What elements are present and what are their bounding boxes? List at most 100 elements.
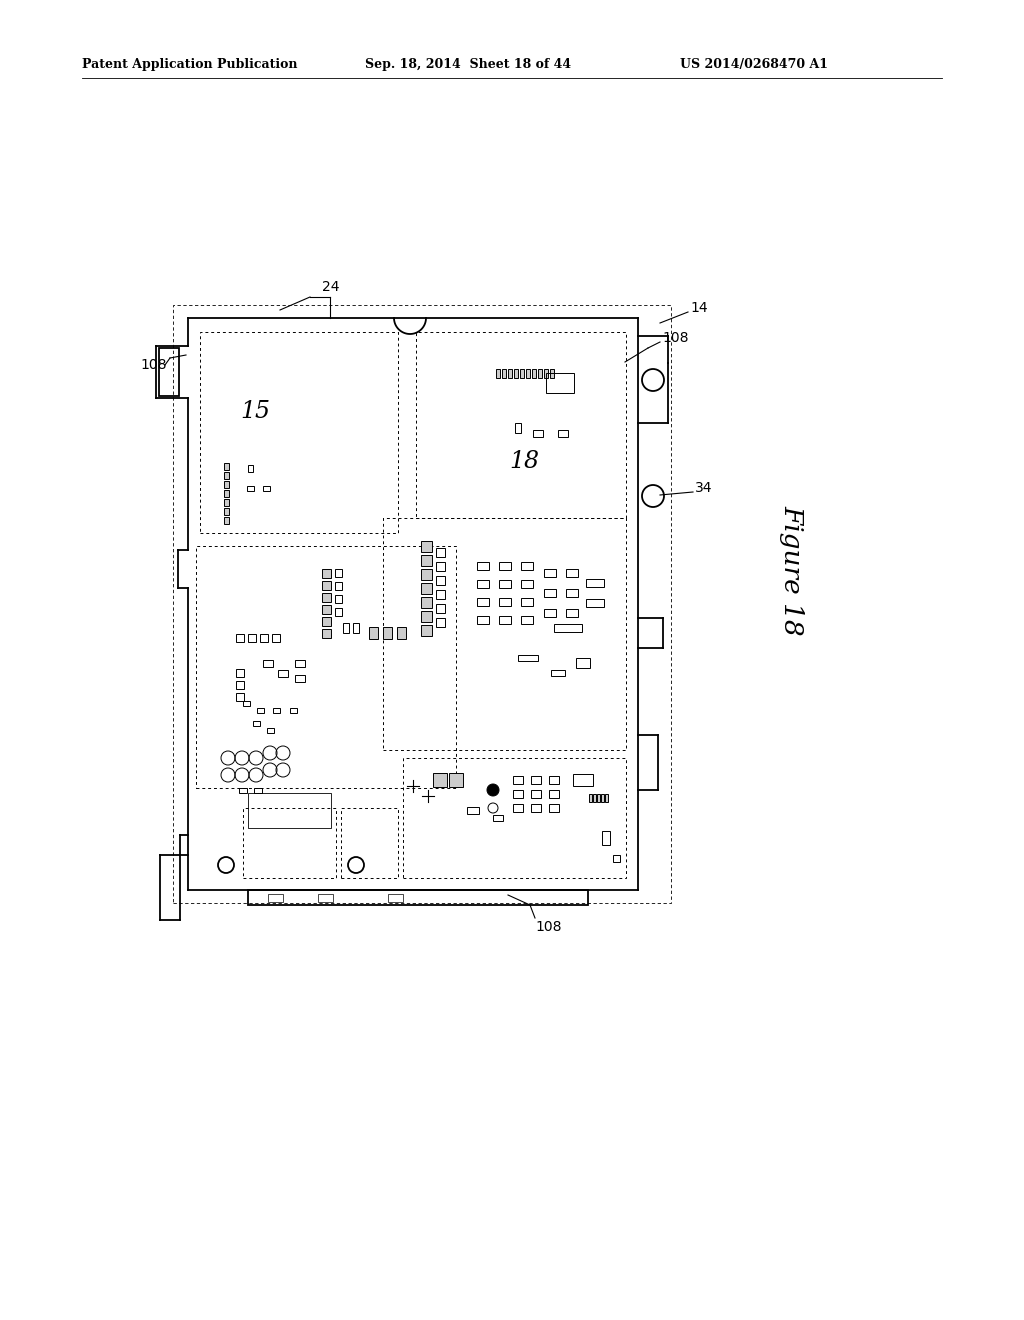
Bar [266,727,273,733]
Bar [435,561,444,570]
Bar [335,569,341,577]
Bar [493,814,503,821]
Bar [502,368,506,378]
Bar [604,795,607,803]
Bar [254,788,262,792]
Bar [223,507,228,515]
Bar [318,894,333,902]
Bar [518,655,538,661]
Bar [223,471,228,479]
Text: 24: 24 [322,280,340,294]
Bar [550,368,554,378]
Text: 18: 18 [509,450,539,474]
Bar [532,368,536,378]
Text: 34: 34 [695,480,713,495]
Bar [593,795,596,803]
Bar [586,599,604,607]
Bar [449,774,463,787]
Bar [200,333,398,533]
Text: 108: 108 [662,331,688,345]
Bar [421,597,431,607]
Bar [499,579,511,587]
Bar [534,429,543,437]
Bar [322,616,331,626]
Bar [531,804,541,812]
Bar [531,776,541,784]
Bar [260,634,268,642]
Bar [421,610,431,622]
Bar [248,465,253,471]
Bar [272,634,280,642]
Bar [526,368,530,378]
Bar [341,808,398,878]
Bar [278,669,288,676]
Text: 108: 108 [140,358,167,372]
Bar [477,579,489,587]
Bar [322,581,331,590]
Bar [514,368,518,378]
Bar [353,623,359,634]
Bar [322,569,331,578]
Bar [477,598,489,606]
Bar [554,624,582,632]
Bar [236,669,244,677]
Bar [597,795,599,803]
Bar [383,627,391,639]
Text: US 2014/0268470 A1: US 2014/0268470 A1 [680,58,828,71]
Bar [435,548,444,557]
Bar [435,590,444,598]
Bar [549,789,559,799]
Bar [383,517,626,750]
Bar [196,546,456,788]
Text: Sep. 18, 2014  Sheet 18 of 44: Sep. 18, 2014 Sheet 18 of 44 [365,58,571,71]
Bar [239,788,247,792]
Bar [546,374,574,393]
Bar [247,486,254,491]
Bar [513,776,523,784]
Bar [295,675,305,681]
Bar [248,793,331,828]
Text: 15: 15 [240,400,270,424]
Bar [263,660,273,667]
Bar [248,890,588,906]
Bar [223,490,228,496]
Bar [544,569,556,577]
Bar [435,576,444,585]
Bar [421,569,431,579]
Bar [403,758,626,878]
Bar [531,789,541,799]
Bar [573,774,593,785]
Bar [421,624,431,635]
Text: 14: 14 [690,301,708,315]
Bar [421,554,431,565]
Bar [243,701,250,705]
Bar [549,804,559,812]
Bar [416,333,626,517]
Bar [421,540,431,552]
Bar [589,795,592,803]
Bar [159,348,179,396]
Bar [322,593,331,602]
Bar [173,305,671,903]
Bar [435,618,444,627]
Bar [513,804,523,812]
Bar [467,807,479,813]
Bar [544,609,556,616]
Bar [566,569,578,577]
Bar [223,462,228,470]
Bar [243,808,336,878]
Bar [335,609,341,616]
Bar [499,616,511,624]
Bar [290,708,297,713]
Bar [496,368,500,378]
Bar [566,589,578,597]
Bar [544,589,556,597]
Bar [612,854,620,862]
Bar [566,609,578,616]
Bar [549,776,559,784]
Bar [223,499,228,506]
Bar [343,623,349,634]
Bar [558,429,568,437]
Bar [521,562,534,570]
Bar [223,516,228,524]
